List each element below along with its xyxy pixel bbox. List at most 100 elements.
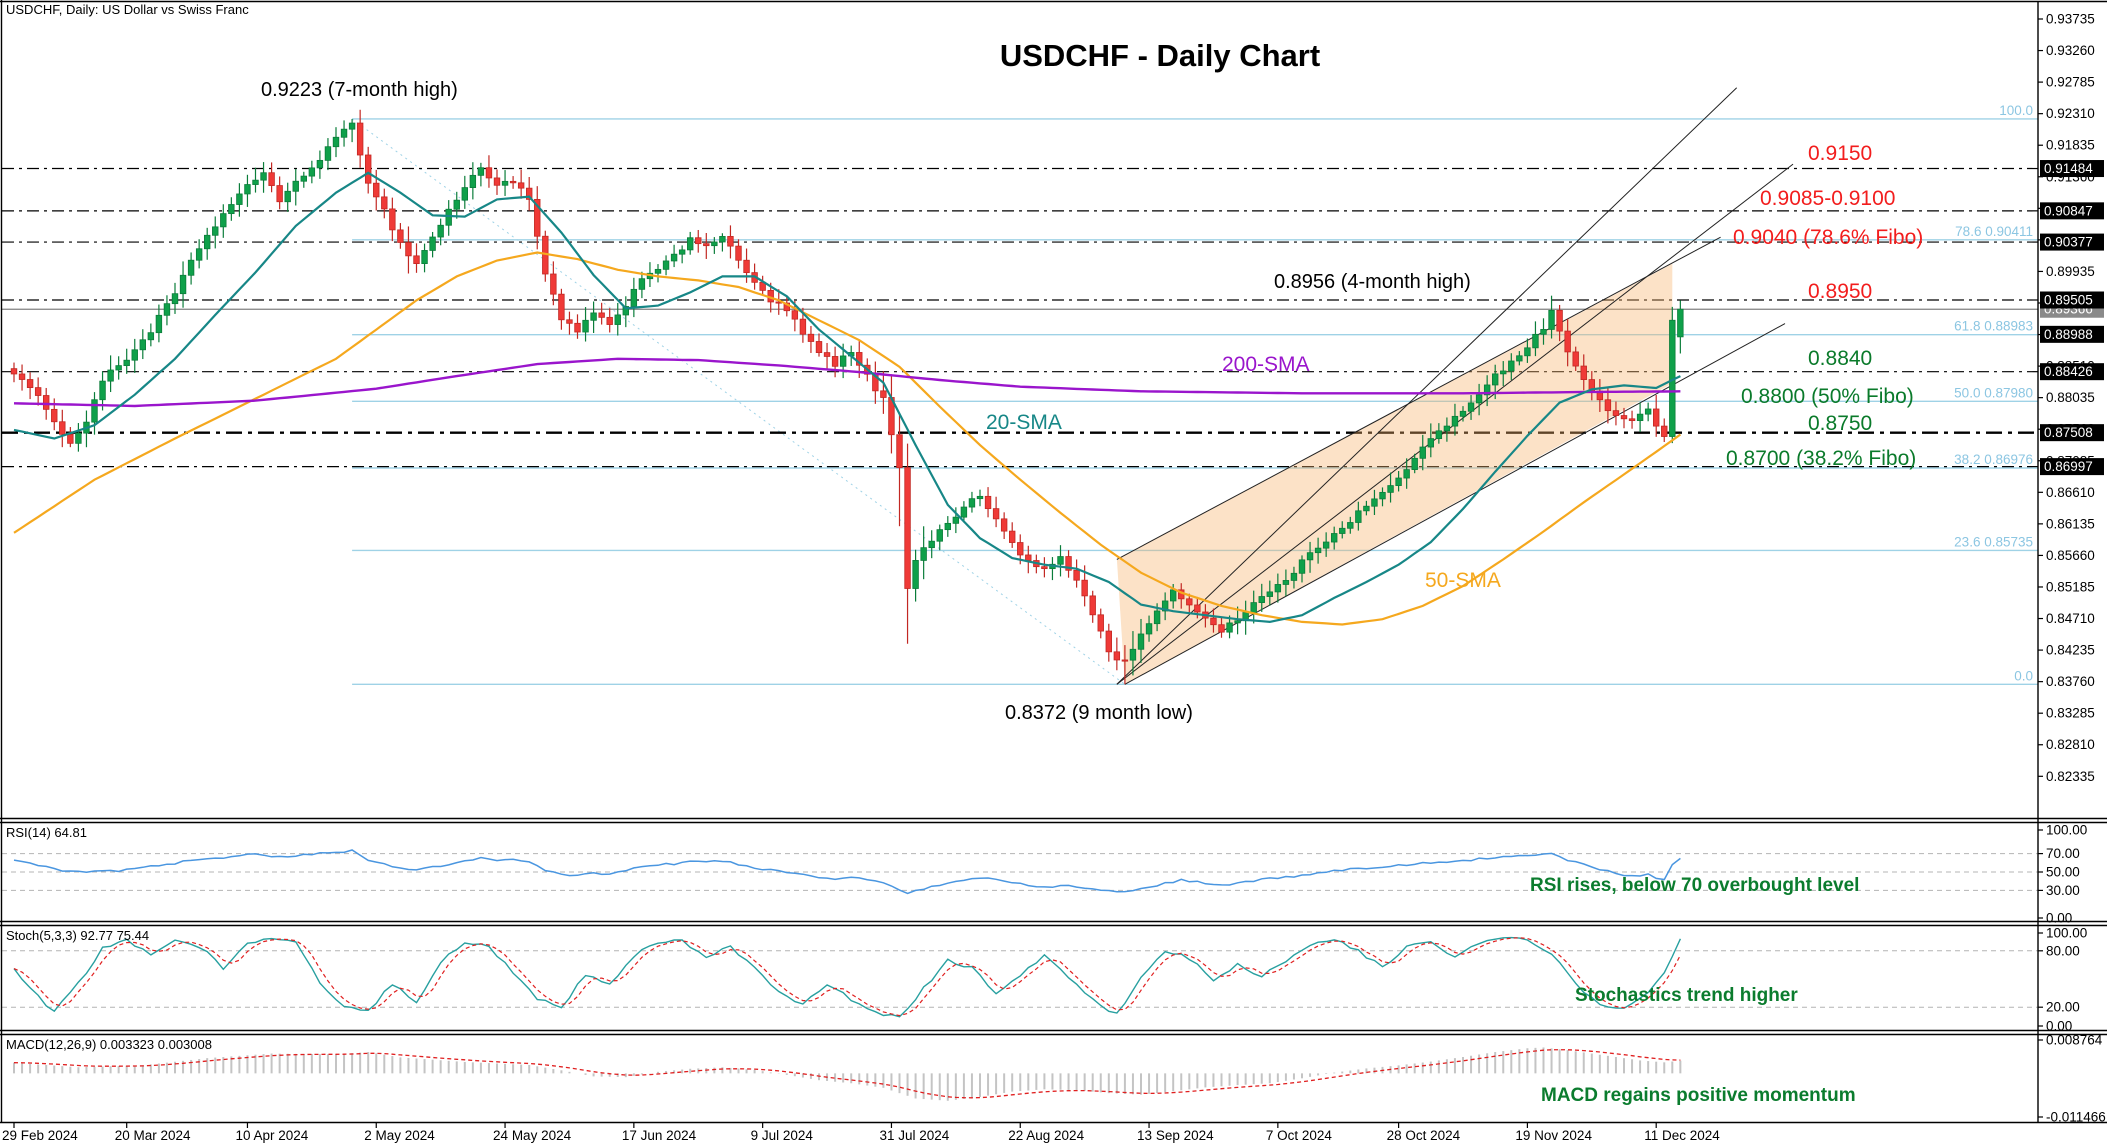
candle-body xyxy=(1105,630,1112,653)
price-tick-label: 0.85660 xyxy=(2046,548,2095,563)
candle-body xyxy=(34,387,42,396)
candle-body xyxy=(203,234,211,250)
candle-body xyxy=(534,198,541,237)
candle-body xyxy=(373,182,380,198)
price-level-badge xyxy=(2040,291,2104,309)
candle-body xyxy=(91,399,98,423)
date-label: 19 Nov 2024 xyxy=(1515,1128,1592,1143)
price-level-badge-text: 0.87508 xyxy=(2044,425,2093,440)
candle-body xyxy=(791,310,799,320)
candle-body xyxy=(517,182,525,189)
candle-body xyxy=(59,421,66,435)
trend-channel-fill xyxy=(1116,263,1673,685)
price-level-badge-text: 0.91484 xyxy=(2044,161,2093,176)
price-level-badge-text: 0.89505 xyxy=(2044,292,2093,307)
trendline xyxy=(1116,87,1738,685)
candle-body xyxy=(123,359,130,367)
candle-body xyxy=(695,237,702,245)
fibo-level-label: 23.6 0.85735 xyxy=(1954,534,2033,549)
candle-body xyxy=(904,467,911,589)
candle-body xyxy=(348,122,356,130)
date-label: 7 Oct 2024 xyxy=(1266,1128,1333,1143)
fibo-level-label: 78.6 0.90411 xyxy=(1955,224,2033,239)
candle-body xyxy=(1483,384,1491,396)
candle-body xyxy=(1170,589,1177,602)
candle-body xyxy=(1580,365,1587,380)
date-label: 17 Jun 2024 xyxy=(622,1128,697,1143)
stoch-signal-line xyxy=(13,937,1681,1017)
candle-body xyxy=(1161,600,1169,612)
candle-body xyxy=(630,288,638,307)
candle-body xyxy=(1677,308,1684,338)
price-tick-label: 0.92785 xyxy=(2046,75,2095,90)
date-label: 29 Feb 2024 xyxy=(2,1128,78,1143)
stoch-axis-label: 100.00 xyxy=(2046,926,2087,941)
price-tick-label: 0.93735 xyxy=(2046,12,2095,27)
price-level-badge xyxy=(2040,458,2104,476)
support-label-8700-fibo: 0.8700 (38.2% Fibo) xyxy=(1726,447,1917,470)
date-label: 13 Sep 2024 xyxy=(1137,1128,1214,1143)
rsi-axis-label: 70.00 xyxy=(2046,846,2080,861)
symbol-header: USDCHF, Daily: US Dollar vs Swiss Franc xyxy=(6,2,249,17)
candle-body xyxy=(356,122,364,156)
sma200-label: 200-SMA xyxy=(1222,353,1310,376)
candle-body xyxy=(461,187,468,201)
candle-body xyxy=(968,498,976,508)
stoch-axis-label: 80.00 xyxy=(2046,943,2080,958)
candle-body xyxy=(1073,569,1080,581)
candle-body xyxy=(598,312,605,318)
candle-body xyxy=(1266,591,1273,597)
macd-axis-label: 0.008764 xyxy=(2046,1033,2103,1048)
candle-body xyxy=(1129,648,1137,661)
candlestick-series xyxy=(10,109,1684,685)
candle-body xyxy=(1636,413,1644,422)
candle-body xyxy=(381,196,388,210)
candle-body xyxy=(1564,330,1571,353)
stoch-note: Stochastics trend higher xyxy=(1575,985,1798,1006)
sma50-line xyxy=(13,251,1682,626)
candle-body xyxy=(107,369,114,382)
candle-body xyxy=(485,167,493,179)
candle-body xyxy=(735,245,742,261)
rsi-axis-label: 100.00 xyxy=(2046,823,2087,838)
candle-body xyxy=(364,154,372,184)
candle-body xyxy=(1290,572,1298,581)
candle-body xyxy=(115,365,122,371)
candle-body xyxy=(18,373,26,380)
candle-body xyxy=(1435,430,1443,440)
price-tick-label: 0.82810 xyxy=(2046,737,2095,752)
rsi-pane-header: RSI(14) 64.81 xyxy=(6,825,87,840)
candle-body xyxy=(992,508,1000,520)
support-label-8800-fibo: 0.8800 (50% Fibo) xyxy=(1741,385,1914,408)
annotation-four-month-high: 0.8956 (4-month high) xyxy=(1274,271,1471,293)
candle-body xyxy=(550,273,557,295)
price-tick-label: 0.82335 xyxy=(2046,769,2095,784)
candle-body xyxy=(944,522,951,531)
price-tick-label: 0.86135 xyxy=(2046,516,2095,531)
candle-body xyxy=(743,259,750,274)
date-label: 28 Oct 2024 xyxy=(1387,1128,1461,1143)
candle-body xyxy=(437,224,444,238)
candle-body xyxy=(501,180,509,186)
price-level-badge xyxy=(2040,363,2104,381)
candle-body xyxy=(815,341,823,353)
candle-body xyxy=(284,190,291,203)
candle-body xyxy=(1089,595,1096,616)
candle-body xyxy=(1226,622,1233,633)
candle-body xyxy=(1000,518,1008,532)
candle-body xyxy=(1524,347,1531,357)
candle-body xyxy=(582,319,589,333)
candle-body xyxy=(1427,438,1434,448)
candle-body xyxy=(984,495,992,510)
candle-body xyxy=(1644,408,1652,415)
chart-title: USDCHF - Daily Chart xyxy=(999,38,1321,73)
candle-body xyxy=(244,184,251,195)
candle-body xyxy=(340,128,348,138)
candle-body xyxy=(558,293,565,321)
candle-body xyxy=(614,314,621,325)
date-label: 20 Mar 2024 xyxy=(115,1128,191,1143)
candle-body xyxy=(1395,477,1402,486)
candle-body xyxy=(10,368,18,375)
price-level-badge-text: 0.90847 xyxy=(2044,203,2093,218)
